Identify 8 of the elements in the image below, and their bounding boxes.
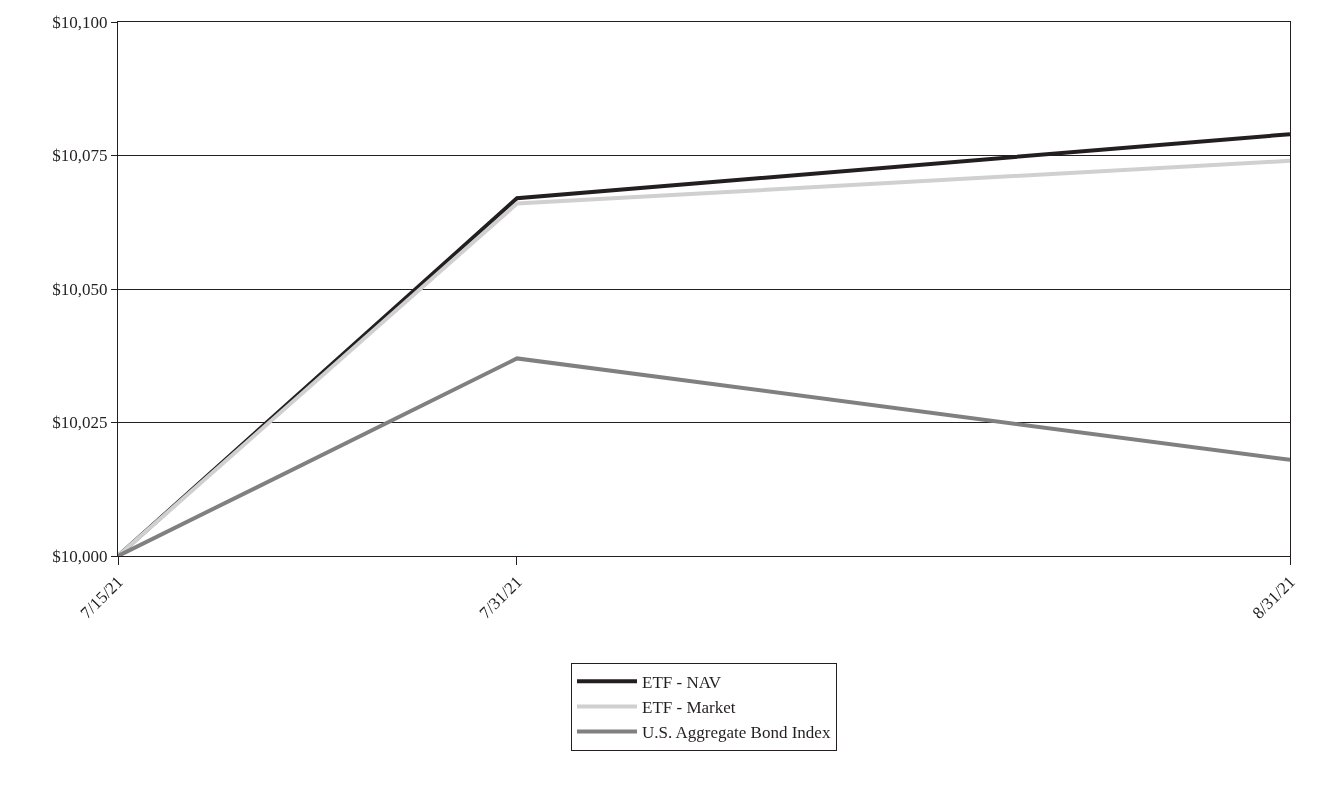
legend-label: ETF - NAV bbox=[642, 672, 722, 692]
legend-label: ETF - Market bbox=[642, 698, 736, 718]
legend-label: U.S. Aggregate Bond Index bbox=[642, 723, 831, 743]
y-tick-label: $10,100 bbox=[52, 12, 108, 32]
y-tick-label: $10,000 bbox=[52, 546, 108, 566]
y-tick-label: $10,050 bbox=[52, 279, 108, 299]
y-tick-label: $10,025 bbox=[52, 413, 108, 433]
y-tick-label: $10,075 bbox=[52, 146, 108, 166]
